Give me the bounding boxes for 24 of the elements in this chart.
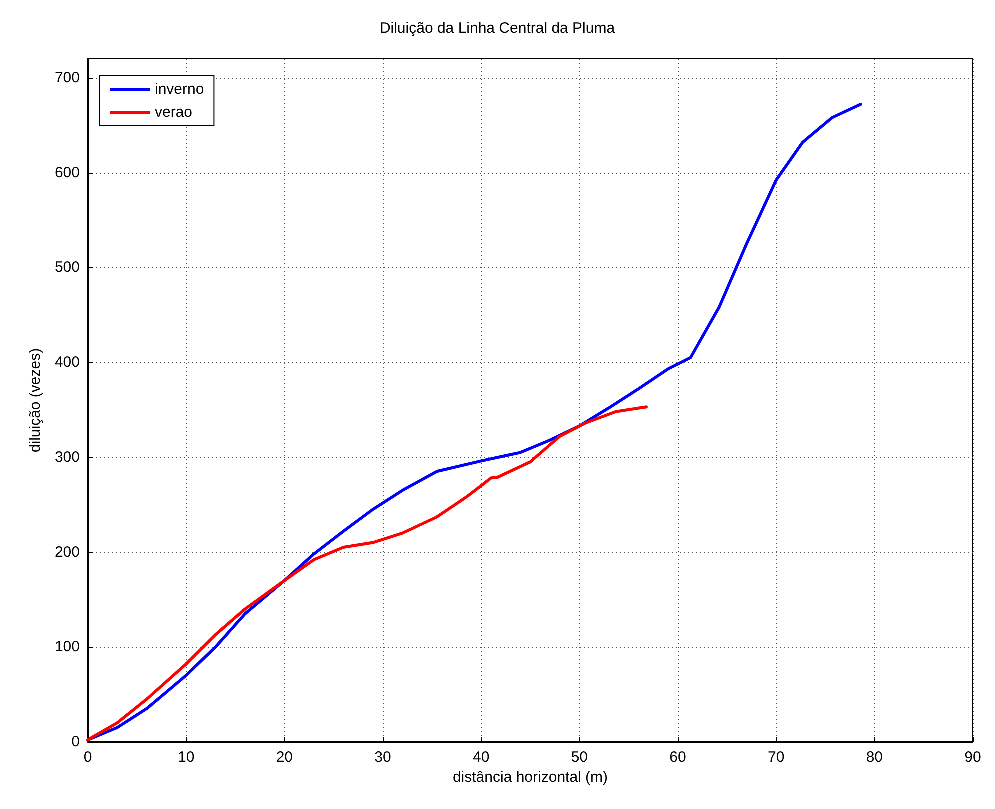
x-tick-label: 50 <box>571 749 588 766</box>
x-tick-label: 20 <box>276 749 294 766</box>
x-tick-label: 40 <box>472 749 490 766</box>
x-tick-label: 90 <box>964 749 982 766</box>
y-tick-label: 700 <box>54 69 80 86</box>
x-tick-label: 60 <box>670 749 686 766</box>
x-axis-title: distância horizontal (m) <box>452 769 608 786</box>
x-tick-label: 80 <box>866 749 884 766</box>
y-tick-label: 0 <box>72 734 80 750</box>
y-tick-label: 100 <box>54 638 80 656</box>
y-tick-label: 300 <box>54 448 80 466</box>
chart-title: Diluição da Linha Central da Pluma <box>380 20 616 37</box>
y-axis-title: diluição (vezes) <box>27 348 44 453</box>
x-tick-label: 0 <box>84 749 92 766</box>
legend-label: verao <box>155 104 193 121</box>
y-tick-label: 400 <box>54 354 80 372</box>
legend-label: inverno <box>155 81 204 98</box>
x-tick-label: 10 <box>178 749 195 766</box>
line-series <box>86 406 648 742</box>
y-tick-label: 600 <box>54 164 80 182</box>
y-tick-label: 500 <box>54 259 80 276</box>
x-tick-label: 70 <box>768 749 785 766</box>
y-tick-label: 200 <box>54 544 80 561</box>
x-tick-label: 30 <box>374 749 392 766</box>
